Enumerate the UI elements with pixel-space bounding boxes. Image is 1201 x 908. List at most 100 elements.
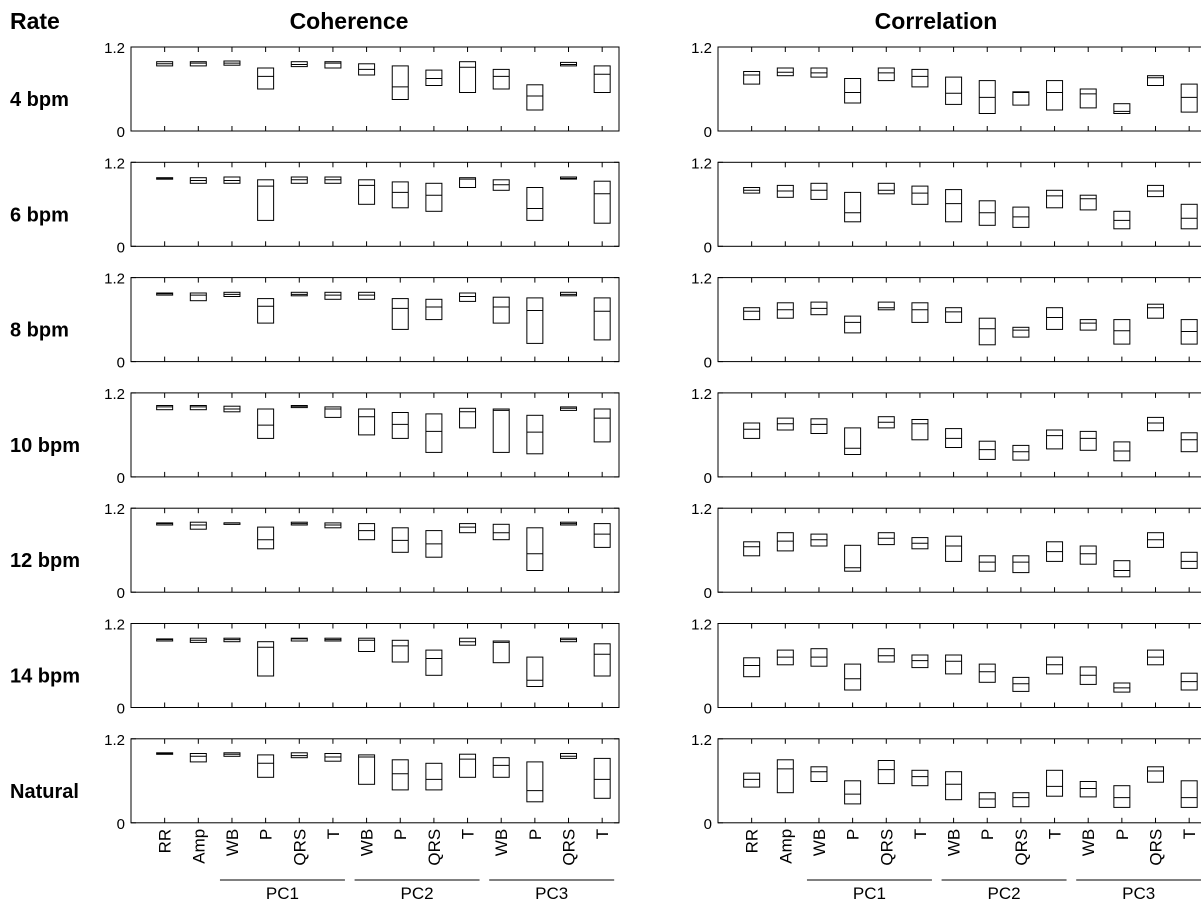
y-tick-label-max: 1.2 xyxy=(104,501,125,518)
box-p-12 xyxy=(526,527,544,571)
box-t-6 xyxy=(911,654,929,669)
group-label-pc2: PC2 xyxy=(401,884,434,903)
box-t-6 xyxy=(324,291,342,300)
box-p-4 xyxy=(844,78,862,104)
x-tick-label-wb: WB xyxy=(223,829,242,856)
box-p-12 xyxy=(1113,319,1131,345)
box-rr-1 xyxy=(156,405,174,411)
axes-frame xyxy=(130,507,620,593)
box-qrs-9 xyxy=(1012,792,1030,808)
box-qrs-13 xyxy=(1147,766,1165,783)
box-t-6 xyxy=(911,419,929,441)
box-wb-7 xyxy=(945,535,963,562)
x-tick-label-t: T xyxy=(1046,829,1065,839)
box-wb-11 xyxy=(1079,430,1097,451)
box-wb-7 xyxy=(945,189,963,223)
box-wb-7 xyxy=(945,307,963,323)
subplot-correlation-4-bpm: 1.20 xyxy=(691,40,1201,141)
x-tick-label-p: P xyxy=(844,829,863,840)
box-p-8 xyxy=(978,663,996,683)
box-wb-11 xyxy=(492,640,510,664)
y-tick-label-max: 1.2 xyxy=(691,501,712,518)
box-p-4 xyxy=(844,544,862,572)
box-p-12 xyxy=(526,297,544,344)
box-amp-2 xyxy=(189,753,207,763)
box-p-12 xyxy=(526,656,544,687)
subplot-coherence-10-bpm: 1.20 xyxy=(104,386,620,487)
box-p-4 xyxy=(844,427,862,455)
box-t-14 xyxy=(1180,432,1198,453)
group-label-pc2: PC2 xyxy=(988,884,1021,903)
axes-frame xyxy=(717,46,1201,132)
box-qrs-5 xyxy=(877,182,895,195)
box-p-12 xyxy=(526,414,544,455)
box-amp-2 xyxy=(776,302,794,319)
box-t-14 xyxy=(593,180,611,224)
box-qrs-5 xyxy=(877,301,895,311)
x-tick-label-qrs: QRS xyxy=(425,829,444,866)
y-tick-label-max: 1.2 xyxy=(104,155,125,172)
box-p-4 xyxy=(844,780,862,805)
x-tick-label-t: T xyxy=(911,829,930,839)
box-wb-11 xyxy=(492,296,510,324)
x-tick-label-t: T xyxy=(459,829,478,839)
box-p-4 xyxy=(257,754,275,778)
y-tick-label-max: 1.2 xyxy=(691,732,712,749)
y-tick-label-min: 0 xyxy=(117,355,125,372)
box-wb-11 xyxy=(1079,88,1097,109)
x-tick-label-qrs: QRS xyxy=(1147,829,1166,866)
box-t-10 xyxy=(459,292,477,302)
y-tick-label-min: 0 xyxy=(704,239,712,256)
panel-title-coherence: Coherence xyxy=(290,8,409,34)
box-amp-2 xyxy=(189,61,207,67)
box-rr-1 xyxy=(743,422,761,439)
box-wb-7 xyxy=(358,523,376,541)
y-tick-label-min: 0 xyxy=(117,701,125,718)
axes-frame xyxy=(717,392,1201,478)
box-p-8 xyxy=(391,759,409,791)
y-tick-label-min: 0 xyxy=(117,124,125,141)
rate-label-4-bpm: 4 bpm xyxy=(10,89,69,111)
rate-labels: 4 bpm 6 bpm 8 bpm 10 bpm 12 bpm 14 bpm Natural xyxy=(10,89,80,803)
box-qrs-9 xyxy=(425,413,443,453)
x-tick-label-qrs: QRS xyxy=(877,829,896,866)
group-label-pc1: PC1 xyxy=(853,884,886,903)
y-tick-label-min: 0 xyxy=(704,816,712,833)
box-amp-2 xyxy=(189,521,207,530)
box-t-10 xyxy=(1046,80,1064,111)
box-p-12 xyxy=(526,84,544,111)
axes-frame xyxy=(130,738,620,824)
subplot-correlation-6-bpm: 1.20 xyxy=(691,155,1201,256)
y-tick-label-min: 0 xyxy=(117,239,125,256)
box-qrs-9 xyxy=(425,762,443,791)
x-tick-label-qrs: QRS xyxy=(560,829,579,866)
axes-frame xyxy=(717,623,1201,708)
box-p-12 xyxy=(526,187,544,221)
y-tick-label-max: 1.2 xyxy=(691,271,712,288)
x-tick-label-p: P xyxy=(1113,829,1132,840)
box-qrs-5 xyxy=(877,67,895,82)
box-qrs-13 xyxy=(1147,75,1165,86)
box-t-10 xyxy=(459,407,477,429)
box-wb-7 xyxy=(358,179,376,205)
group-label-pc1: PC1 xyxy=(266,884,299,903)
box-t-14 xyxy=(1180,551,1198,569)
subplot-correlation-14-bpm: 1.20 xyxy=(691,617,1201,718)
subplot-correlation-8-bpm: 1.20 xyxy=(691,271,1201,372)
box-t-10 xyxy=(1046,429,1064,450)
box-qrs-9 xyxy=(425,298,443,321)
box-t-6 xyxy=(911,302,929,323)
box-t-10 xyxy=(1046,307,1064,330)
rate-label-6-bpm: 6 bpm xyxy=(10,204,69,226)
box-amp-2 xyxy=(776,759,794,794)
box-qrs-9 xyxy=(425,69,443,86)
box-p-8 xyxy=(391,412,409,439)
box-t-14 xyxy=(1180,780,1198,808)
box-rr-1 xyxy=(743,541,761,557)
box-t-10 xyxy=(1046,656,1064,675)
x-tick-label-wb: WB xyxy=(358,829,377,856)
rate-column-header: Rate xyxy=(10,8,60,34)
box-rr-1 xyxy=(743,772,761,788)
box-amp-2 xyxy=(776,532,794,552)
